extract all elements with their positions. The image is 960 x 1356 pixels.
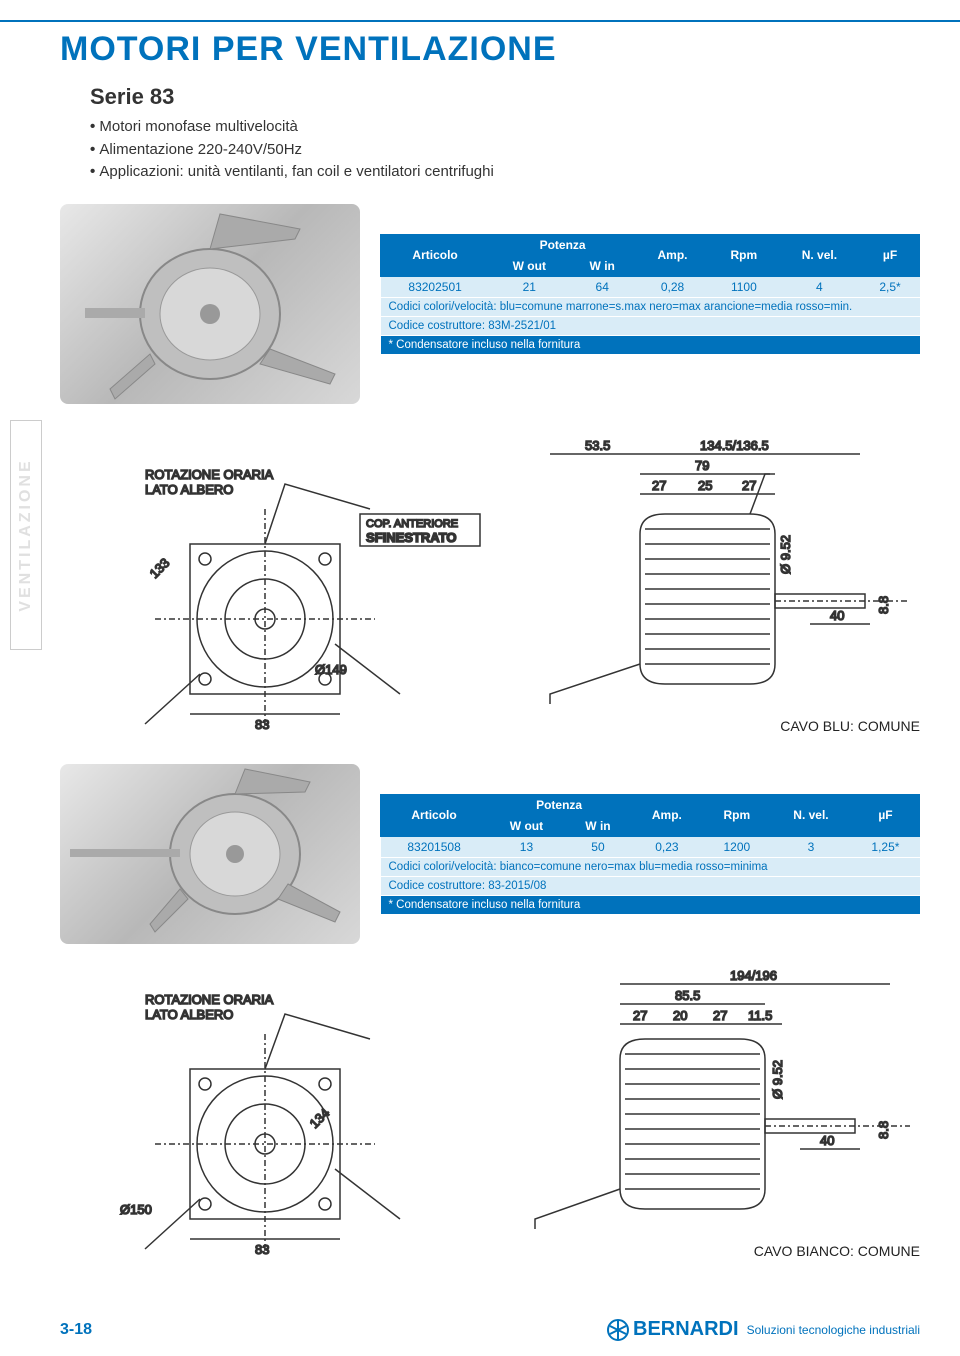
cell: 13 [488, 836, 566, 857]
th-amp: Amp. [631, 794, 704, 836]
th-potenza: Potenza [490, 234, 636, 255]
cell: 83201508 [381, 836, 488, 857]
technical-drawing-1: ROTAZIONE ORARIA LATO ALBERO COP. ANTERI… [60, 414, 920, 744]
cell: 1,25* [851, 836, 919, 857]
th-nvel: N. vel. [778, 234, 860, 276]
svg-text:83: 83 [255, 717, 269, 732]
cell: 64 [569, 276, 636, 297]
cell: 83202501 [381, 276, 490, 297]
bullet-item: Motori monofase multivelocità [90, 116, 920, 139]
svg-text:194/196: 194/196 [730, 968, 777, 983]
brand-footer: BERNARDI Soluzioni tecnologiche industri… [607, 1318, 920, 1341]
svg-text:LATO ALBERO: LATO ALBERO [145, 1007, 233, 1022]
footnote: * Condensatore incluso nella fornitura [381, 335, 920, 354]
svg-text:83: 83 [255, 1242, 269, 1257]
spec-table-1: Articolo Potenza Amp. Rpm N. vel. µF W o… [380, 234, 920, 355]
th-amp: Amp. [636, 234, 710, 276]
svg-text:COP. ANTERIORE: COP. ANTERIORE [366, 518, 458, 530]
product-photo-2 [60, 764, 360, 944]
cell: 1100 [709, 276, 778, 297]
page-number: 3-18 [60, 1321, 92, 1339]
svg-text:SFINESTRATO: SFINESTRATO [366, 530, 457, 545]
cell: 3 [771, 836, 852, 857]
series-subtitle: Serie 83 [90, 84, 920, 110]
cell: 4 [778, 276, 860, 297]
th-wout: W out [488, 815, 566, 836]
th-articolo: Articolo [381, 794, 488, 836]
footnote: * Condensatore incluso nella fornitura [381, 895, 920, 914]
cell: 2,5* [861, 276, 920, 297]
th-wout: W out [490, 255, 569, 276]
svg-text:20: 20 [673, 1008, 687, 1023]
svg-text:Ø 9.52: Ø 9.52 [778, 534, 793, 573]
svg-text:ROTAZIONE ORARIA: ROTAZIONE ORARIA [145, 992, 274, 1007]
svg-text:27: 27 [713, 1008, 727, 1023]
product-photo-1 [60, 204, 360, 404]
technical-drawing-2: ROTAZIONE ORARIA LATO ALBERO 134 Ø150 83… [60, 954, 920, 1264]
bullet-list: Motori monofase multivelocità Alimentazi… [90, 116, 920, 184]
svg-text:27: 27 [742, 478, 756, 493]
svg-text:11.5: 11.5 [748, 1008, 772, 1023]
cell: 0,23 [631, 836, 704, 857]
th-articolo: Articolo [381, 234, 490, 276]
th-uf: µF [861, 234, 920, 276]
brand-tagline: Soluzioni tecnologiche industriali [747, 1323, 920, 1337]
bullet-item: Applicazioni: unità ventilanti, fan coil… [90, 161, 920, 184]
th-nvel: N. vel. [771, 794, 852, 836]
side-tab: VENTILAZIONE [10, 420, 42, 650]
side-tab-label: VENTILAZIONE [17, 458, 35, 611]
brand-name: BERNARDI [633, 1318, 739, 1341]
brand-logo: BERNARDI [607, 1318, 739, 1341]
svg-text:79: 79 [695, 458, 709, 473]
svg-text:27: 27 [633, 1008, 647, 1023]
svg-text:8.8: 8.8 [876, 595, 891, 613]
svg-text:Ø149: Ø149 [315, 662, 347, 677]
cell: 0,28 [636, 276, 710, 297]
spec-table-2: Articolo Potenza Amp. Rpm N. vel. µF W o… [380, 794, 920, 915]
svg-text:25: 25 [698, 478, 712, 493]
cavo-label-2: CAVO BIANCO: COMUNE [754, 1243, 920, 1259]
svg-text:ROTAZIONE ORARIA: ROTAZIONE ORARIA [145, 467, 274, 482]
note: Codice costruttore: 83-2015/08 [381, 876, 920, 895]
note: Codici colori/velocità: bianco=comune ne… [381, 857, 920, 876]
cell: 50 [565, 836, 630, 857]
th-win: W in [565, 815, 630, 836]
svg-text:LATO ALBERO: LATO ALBERO [145, 482, 233, 497]
svg-text:40: 40 [830, 608, 844, 623]
th-potenza: Potenza [488, 794, 631, 815]
th-rpm: Rpm [709, 234, 778, 276]
svg-text:53.5: 53.5 [585, 438, 610, 453]
svg-text:27: 27 [652, 478, 666, 493]
svg-text:Ø150: Ø150 [120, 1202, 152, 1217]
note: Codici colori/velocità: blu=comune marro… [381, 297, 920, 316]
bullet-item: Alimentazione 220-240V/50Hz [90, 139, 920, 162]
cavo-label-1: CAVO BLU: COMUNE [780, 718, 920, 734]
th-uf: µF [851, 794, 919, 836]
svg-text:133: 133 [147, 555, 173, 581]
th-win: W in [569, 255, 636, 276]
cell: 1200 [703, 836, 770, 857]
note: Codice costruttore: 83M-2521/01 [381, 316, 920, 335]
th-rpm: Rpm [703, 794, 770, 836]
svg-text:134.5/136.5: 134.5/136.5 [700, 438, 769, 453]
page-title: MOTORI PER VENTILAZIONE [60, 30, 920, 69]
cell: 21 [490, 276, 569, 297]
svg-text:85.5: 85.5 [675, 988, 700, 1003]
svg-text:Ø 9.52: Ø 9.52 [770, 1059, 785, 1098]
svg-text:40: 40 [820, 1133, 834, 1148]
svg-text:134: 134 [307, 1105, 333, 1131]
svg-text:8.8: 8.8 [876, 1120, 891, 1138]
